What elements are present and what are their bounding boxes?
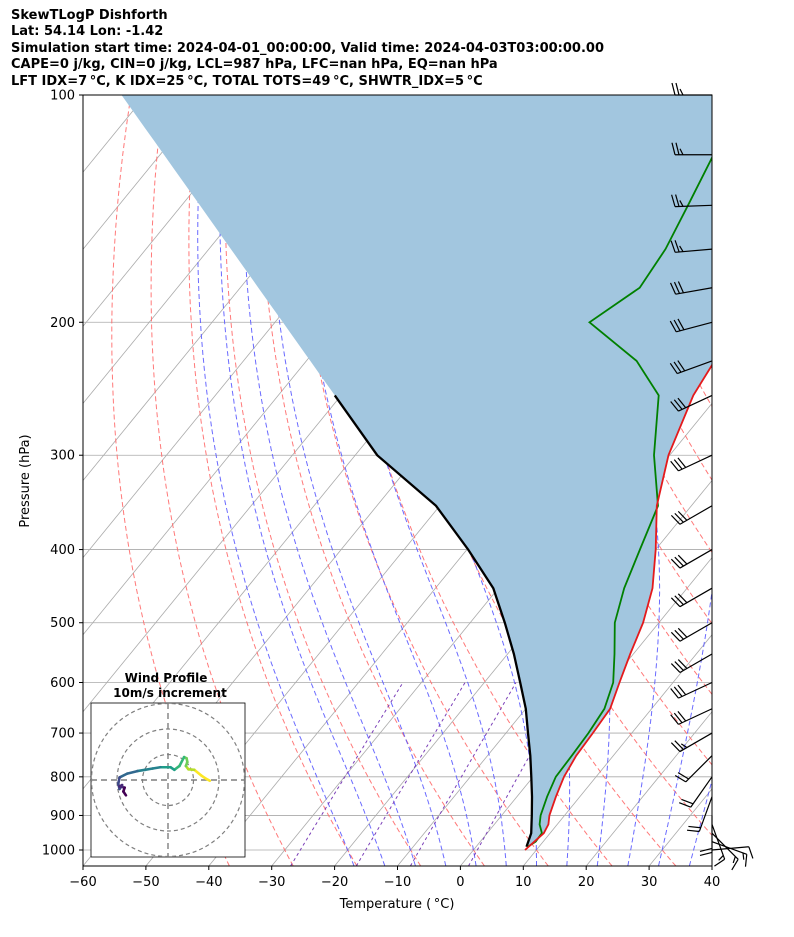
wind-barb [674,755,713,783]
x-tick-label: −40 [195,875,222,890]
y-tick-label: 800 [50,770,75,785]
moist-adiabat-line [197,95,355,866]
wind-barb [670,454,713,472]
moist-adiabat-line [295,95,477,866]
wind-barb [669,318,713,333]
hodograph-title: Wind Profile [125,671,208,685]
x-tick-label: −10 [384,875,411,890]
wind-barb [670,732,713,753]
y-tick-label: 700 [50,727,75,742]
mixing-ratio-line [468,682,572,866]
wind-barb [686,796,713,833]
wind-barb [711,841,748,867]
hodograph-inset: Wind Profile 10m/s increment [90,671,246,858]
parcel-profile-line [333,394,534,848]
isotherm-line [83,95,273,327]
dry-adiabat-line [259,95,485,866]
wind-barb [670,505,713,525]
time-line: Simulation start time: 2024-04-01_00:00:… [11,40,604,56]
moist-adiabat-line [219,95,386,866]
mixing-ratio-line [355,682,466,866]
y-tick-label: 200 [50,316,75,331]
x-axis: −60 −50 −40 −30 −20 −10 0 10 20 30 40 [69,866,720,890]
mixing-ratio-line [290,682,404,866]
x-tick-label: 30 [641,875,658,890]
dry-adiabat-line [293,95,549,866]
wind-barb [671,194,713,208]
hodograph-segment [122,790,128,797]
hodograph-segment [192,768,203,777]
wind-barb [699,815,713,857]
y-tick-label: 300 [50,449,75,464]
isotherm-line [585,711,712,866]
negative-area-shading [121,95,712,847]
moist-adiabat-line [268,95,447,866]
chart-header: SkewTLogP Dishforth Lat: 54.14 Lon: -1.4… [11,8,604,90]
temperature-line [524,363,712,851]
wind-barb [670,622,713,642]
wind-barb [670,394,713,412]
plot-area [83,95,794,866]
y-tick-label: 500 [50,616,75,631]
hodograph-segment [125,769,139,775]
y-tick-label: 100 [50,89,75,104]
x-tick-label: −30 [258,875,285,890]
moist-adiabat-line [242,95,416,866]
dry-adiabat-line [783,95,794,866]
x-tick-label: 0 [456,875,464,890]
moist-adiabat-line [638,95,712,866]
x-tick-label: 10 [515,875,532,890]
wind-barb [670,681,713,699]
y-tick-label: 900 [50,809,75,824]
hodograph-segment [118,772,129,779]
mixing-ratio-lines [290,682,572,866]
wind-barb [711,824,726,867]
wind-barb [670,708,713,725]
wind-barb [679,776,713,808]
wind-barb [669,360,713,375]
x-axis-label: Temperature ( °C) [339,897,455,912]
wind-barb [671,82,712,96]
dewpoint-line [527,155,712,848]
wind-barb [670,240,713,253]
isotherm-line [711,865,712,866]
isotherm-line [397,479,712,866]
dry-adiabat-line [750,95,794,866]
moist-adiabat-line [364,95,537,866]
wind-barb [670,653,713,673]
x-tick-label: 20 [578,875,595,890]
dry-adiabat-line [717,95,794,866]
mixing-ratio-line [409,682,517,866]
wind-barb [669,281,713,295]
isotherm-line [83,95,210,250]
dry-adiabat-line [224,95,422,866]
y-axis-label: Pressure (hPa) [18,434,33,527]
cin-shading [121,95,712,847]
location-line: Lat: 54.14 Lon: -1.42 [11,24,164,40]
isotherm-line [83,95,84,96]
y-tick-label: 600 [50,676,75,691]
x-tick-label: 40 [704,875,721,890]
dry-adiabat-line [188,95,358,866]
chart-title: SkewTLogP Dishforth [11,8,168,23]
x-tick-label: −50 [132,875,159,890]
wind-barb [670,587,713,608]
wind-barb [670,549,713,569]
wind-barb [671,142,712,156]
index-line: LFT IDX=7 °C, K IDX=25 °C, TOTAL TOTS=49… [11,73,483,89]
moist-adiabat-line [720,95,794,866]
cape-line: CAPE=0 j/kg, CIN=0 j/kg, LCL=987 hPa, LF… [11,57,498,73]
hodograph-segment [178,755,186,768]
y-tick-label: 1000 [42,844,75,859]
dry-adiabat-line [150,95,294,866]
y-axis: 100 200 300 400 500 600 700 800 900 1000 [42,89,83,859]
profile-lines [333,155,712,851]
x-tick-label: −20 [321,875,348,890]
hodograph-subtitle: 10m/s increment [113,686,227,700]
x-tick-label: −60 [69,875,96,890]
y-tick-label: 400 [50,543,75,558]
isotherm-line [522,634,712,866]
